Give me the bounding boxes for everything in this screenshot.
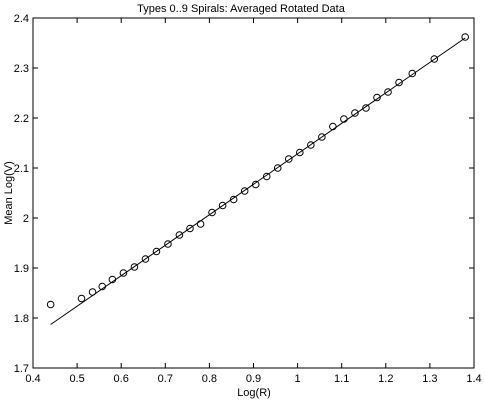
data-point [208, 208, 216, 217]
data-point [262, 172, 271, 181]
data-point [362, 104, 370, 112]
data-point [229, 195, 238, 204]
data-point [186, 224, 194, 233]
data-point [77, 294, 86, 303]
data-point [395, 78, 403, 87]
x-tick-label: 1.1 [334, 373, 349, 385]
data-point [164, 240, 172, 248]
x-tick-label: 1.3 [422, 373, 437, 385]
data-point [130, 263, 139, 271]
data-point [296, 148, 304, 157]
chart-title: Types 0..9 Spirals: Averaged Rotated Dat… [137, 3, 346, 15]
x-tick-label: 1.4 [466, 373, 481, 385]
x-tick-label: 0.4 [25, 373, 40, 385]
data-point [240, 187, 249, 195]
data-point [461, 33, 469, 41]
y-tick-label: 2 [23, 213, 29, 225]
data-point [373, 93, 381, 102]
data-point [175, 231, 184, 239]
data-point [218, 201, 227, 210]
data-point [318, 133, 326, 141]
x-axis: 0.4 0.5 0.6 0.7 0.8 0.9 1 1.1 1.2 1.3 1.4 [25, 18, 482, 385]
x-axis-label: Log(R) [237, 387, 271, 399]
x-tick-label: 1 [295, 373, 301, 385]
data-point [408, 69, 417, 78]
x-tick-label: 0.8 [202, 373, 217, 385]
y-tick-label: 2.1 [14, 163, 29, 175]
data-point [351, 109, 359, 117]
y-tick-label: 2.3 [14, 63, 29, 75]
data-point [119, 269, 128, 277]
x-tick-label: 0.5 [69, 373, 84, 385]
data-point [430, 55, 439, 63]
data-layer [46, 33, 469, 325]
x-tick-label: 0.7 [158, 373, 173, 385]
y-tick-label: 2.4 [14, 13, 29, 25]
y-tick-label: 2.2 [14, 113, 29, 125]
x-tick-label: 1.2 [378, 373, 393, 385]
data-point [329, 122, 337, 131]
data-point [307, 141, 315, 149]
y-tick-label: 1.9 [14, 263, 29, 275]
y-axis: 1.7 1.8 1.9 2 2.1 2.2 2.3 2.4 [14, 13, 474, 375]
y-axis-label: Mean Log(V) [3, 161, 15, 225]
plot-frame [32, 17, 475, 369]
data-point [273, 164, 282, 172]
data-point [196, 220, 205, 228]
data-point [284, 155, 293, 163]
data-point [46, 300, 55, 309]
data-point [141, 255, 150, 263]
x-tick-label: 0.6 [114, 373, 129, 385]
y-tick-label: 1.7 [14, 363, 29, 375]
data-point [152, 247, 161, 256]
x-tick-label: 0.9 [246, 373, 261, 385]
data-point [384, 88, 392, 96]
fit-line [50, 37, 466, 325]
y-tick-label: 1.8 [14, 313, 29, 325]
